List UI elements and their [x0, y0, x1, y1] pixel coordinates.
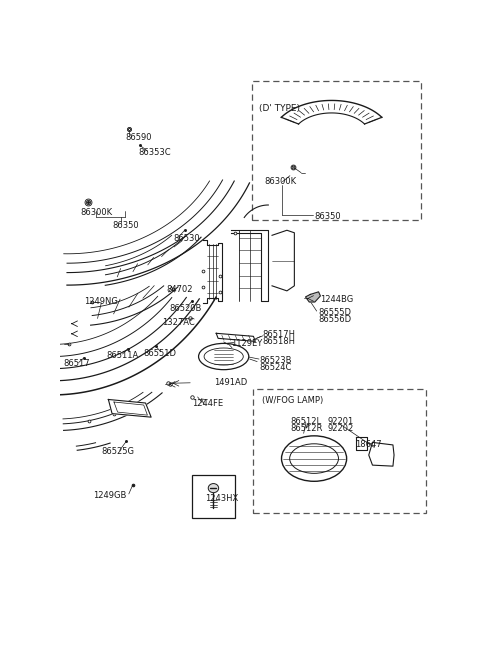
Text: 86524C: 86524C [259, 363, 291, 372]
Text: 86525G: 86525G [101, 447, 134, 456]
Bar [192, 475, 235, 518]
Text: 86512L: 86512L [290, 417, 321, 426]
Text: 1244BG: 1244BG [321, 295, 354, 304]
Text: 92201: 92201 [328, 417, 354, 426]
Text: 84702: 84702 [166, 285, 192, 295]
Bar [252, 81, 421, 220]
Text: 92202: 92202 [328, 424, 354, 433]
Text: (W/FOG LAMP): (W/FOG LAMP) [262, 396, 323, 405]
Bar [253, 390, 426, 513]
Text: 86523B: 86523B [259, 356, 291, 365]
Text: 1249GB: 1249GB [94, 491, 127, 500]
Text: 86300K: 86300K [264, 177, 296, 186]
Text: (D' TYPE): (D' TYPE) [259, 104, 300, 113]
Text: 86350: 86350 [314, 212, 341, 221]
Text: 1129EY: 1129EY [231, 339, 263, 348]
Text: 86353C: 86353C [138, 148, 171, 157]
Polygon shape [305, 292, 321, 302]
Text: 1327AC: 1327AC [162, 318, 195, 327]
Text: 1249NG: 1249NG [84, 297, 118, 306]
Text: 86551D: 86551D [144, 348, 177, 358]
Text: 86555D: 86555D [319, 308, 351, 317]
Text: 1491AD: 1491AD [215, 379, 248, 387]
Ellipse shape [208, 483, 219, 493]
Text: 86520B: 86520B [170, 304, 202, 313]
Text: 1243HX: 1243HX [205, 495, 239, 503]
Text: 86517H: 86517H [263, 331, 296, 339]
Text: 86512R: 86512R [290, 424, 322, 433]
Text: 86590: 86590 [125, 133, 152, 142]
Text: 86511A: 86511A [107, 350, 139, 359]
Polygon shape [108, 400, 151, 417]
Text: 86518H: 86518H [263, 337, 296, 346]
Text: 18647: 18647 [355, 440, 382, 449]
Text: 86517: 86517 [63, 359, 90, 367]
Text: 86350: 86350 [112, 220, 139, 230]
Text: 1244FE: 1244FE [192, 399, 223, 408]
Text: 86300K: 86300K [81, 208, 113, 217]
Text: 86530: 86530 [173, 234, 200, 243]
Text: 86556D: 86556D [319, 315, 352, 324]
